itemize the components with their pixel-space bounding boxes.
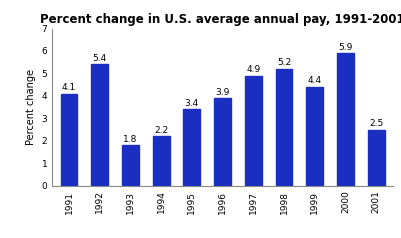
Text: 2.2: 2.2 (154, 126, 168, 135)
Text: 5.2: 5.2 (277, 58, 291, 67)
Bar (91, 64, 108, 186)
Title: Percent change in U.S. average annual pay, 1991-2001: Percent change in U.S. average annual pa… (40, 13, 401, 26)
Text: 4.4: 4.4 (308, 76, 322, 85)
Text: 4.9: 4.9 (246, 65, 260, 74)
Text: 3.9: 3.9 (215, 88, 230, 97)
Text: 5.9: 5.9 (338, 43, 352, 52)
Y-axis label: Percent change: Percent change (26, 69, 36, 145)
Text: 1.8: 1.8 (123, 135, 138, 144)
Bar (183, 109, 200, 186)
Bar (153, 136, 170, 186)
Text: 4.1: 4.1 (62, 83, 76, 92)
Text: 3.4: 3.4 (185, 99, 199, 108)
Bar (214, 98, 231, 186)
Bar (275, 69, 292, 186)
Bar (61, 94, 77, 186)
Bar (245, 76, 262, 186)
Text: 2.5: 2.5 (369, 119, 383, 128)
Bar (122, 145, 139, 186)
Bar (337, 53, 354, 186)
Bar (368, 129, 385, 186)
Text: 5.4: 5.4 (93, 54, 107, 63)
Bar (306, 87, 323, 186)
